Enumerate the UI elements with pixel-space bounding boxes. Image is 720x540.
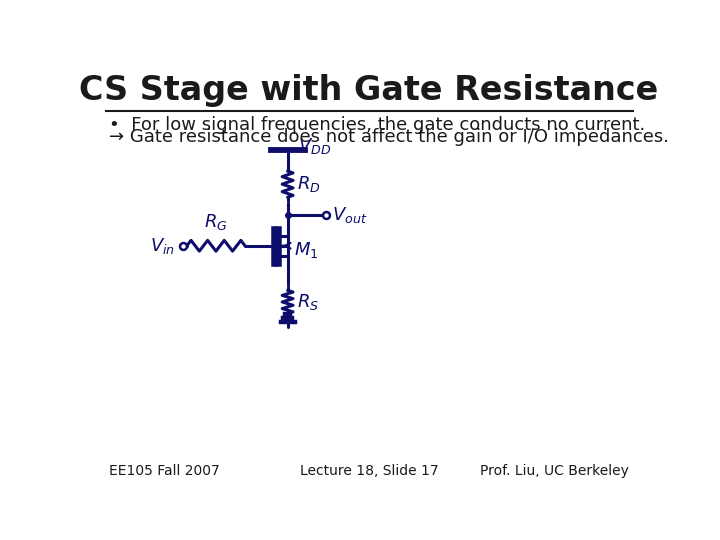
Text: $\mathbf{\it{V_{out}}}$: $\mathbf{\it{V_{out}}}$ <box>332 205 367 225</box>
Text: → Gate resistance does not affect the gain or I/O impedances.: → Gate resistance does not affect the ga… <box>109 128 670 146</box>
Text: Lecture 18, Slide 17: Lecture 18, Slide 17 <box>300 464 438 478</box>
Text: CS Stage with Gate Resistance: CS Stage with Gate Resistance <box>79 75 659 107</box>
Text: •  For low signal frequencies, the gate conducts no current.: • For low signal frequencies, the gate c… <box>109 116 646 134</box>
Text: EE105 Fall 2007: EE105 Fall 2007 <box>109 464 220 478</box>
Text: Prof. Liu, UC Berkeley: Prof. Liu, UC Berkeley <box>480 464 629 478</box>
Text: $\mathbf{\it{R_G}}$: $\mathbf{\it{R_G}}$ <box>204 212 228 232</box>
Text: $\mathbf{\it{V_{DD}}}$: $\mathbf{\it{V_{DD}}}$ <box>299 137 332 157</box>
Text: $\mathbf{\it{M_1}}$: $\mathbf{\it{M_1}}$ <box>294 240 318 260</box>
Text: $\mathbf{\it{R_S}}$: $\mathbf{\it{R_S}}$ <box>297 292 319 312</box>
Text: $\mathbf{\it{V_{in}}}$: $\mathbf{\it{V_{in}}}$ <box>150 236 175 256</box>
Text: $\mathbf{\it{R_D}}$: $\mathbf{\it{R_D}}$ <box>297 174 320 194</box>
